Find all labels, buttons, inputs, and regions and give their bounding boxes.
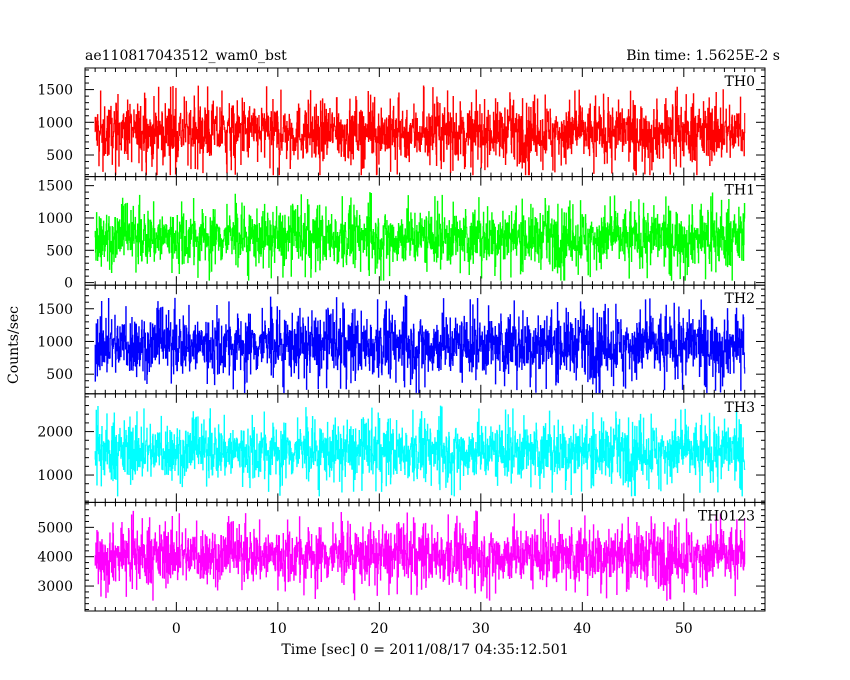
y-tick-label: 1500 <box>37 302 73 318</box>
x-tick-label: 50 <box>675 621 693 637</box>
panel-th1: 0 500 1000 1500 TH1 <box>37 176 766 292</box>
x-tick-label: 20 <box>370 621 388 637</box>
y-tick-label: 500 <box>46 367 73 383</box>
y-tick-label: 1500 <box>37 179 73 195</box>
x-axis-label: Time [sec] 0 = 2011/08/17 04:35:12.501 <box>281 642 568 658</box>
chart-title-right: Bin time: 1.5625E-2 s <box>626 48 780 64</box>
series-line-th2 <box>94 294 746 394</box>
y-tick-label: 500 <box>46 148 73 164</box>
series-line-th0123 <box>94 510 746 601</box>
panel-th3: 1000 2000 TH3 <box>37 393 766 503</box>
panel-label-th3: TH3 <box>725 400 755 416</box>
panel-label-th0: TH0 <box>725 74 755 90</box>
panel-label-th0123: TH0123 <box>698 508 755 524</box>
y-tick-label: 1500 <box>37 83 73 99</box>
x-tick-label: 30 <box>472 621 490 637</box>
y-tick-label: 0 <box>64 276 73 292</box>
x-tick-label: 10 <box>269 621 287 637</box>
panel-th2: 500 1000 1500 TH2 <box>37 284 766 395</box>
y-axis-label: Counts/sec <box>6 306 22 384</box>
y-tick-label: 500 <box>46 243 73 259</box>
chart-title-left: ae110817043512_wam0_bst <box>85 48 287 64</box>
y-tick-label: 2000 <box>37 425 73 441</box>
panel-th0123: 3000 4000 5000 TH0123 <box>37 501 766 612</box>
panel-label-th1: TH1 <box>725 183 755 199</box>
panel-th0: 500 1000 1500 TH0 <box>37 67 766 178</box>
series-line-th1 <box>94 192 746 281</box>
y-tick-label: 1000 <box>37 334 73 350</box>
y-tick-label: 1000 <box>37 211 73 227</box>
series-line-th0 <box>94 85 746 176</box>
y-tick-label: 4000 <box>37 550 73 566</box>
x-tick-label: 40 <box>573 621 591 637</box>
y-tick-label: 1000 <box>37 115 73 131</box>
y-tick-label: 5000 <box>37 520 73 536</box>
series-line-th3 <box>94 405 746 497</box>
y-tick-label: 1000 <box>37 468 73 484</box>
x-tick-label: 0 <box>172 621 181 637</box>
y-tick-label: 3000 <box>37 579 73 595</box>
panel-label-th2: TH2 <box>725 291 755 307</box>
